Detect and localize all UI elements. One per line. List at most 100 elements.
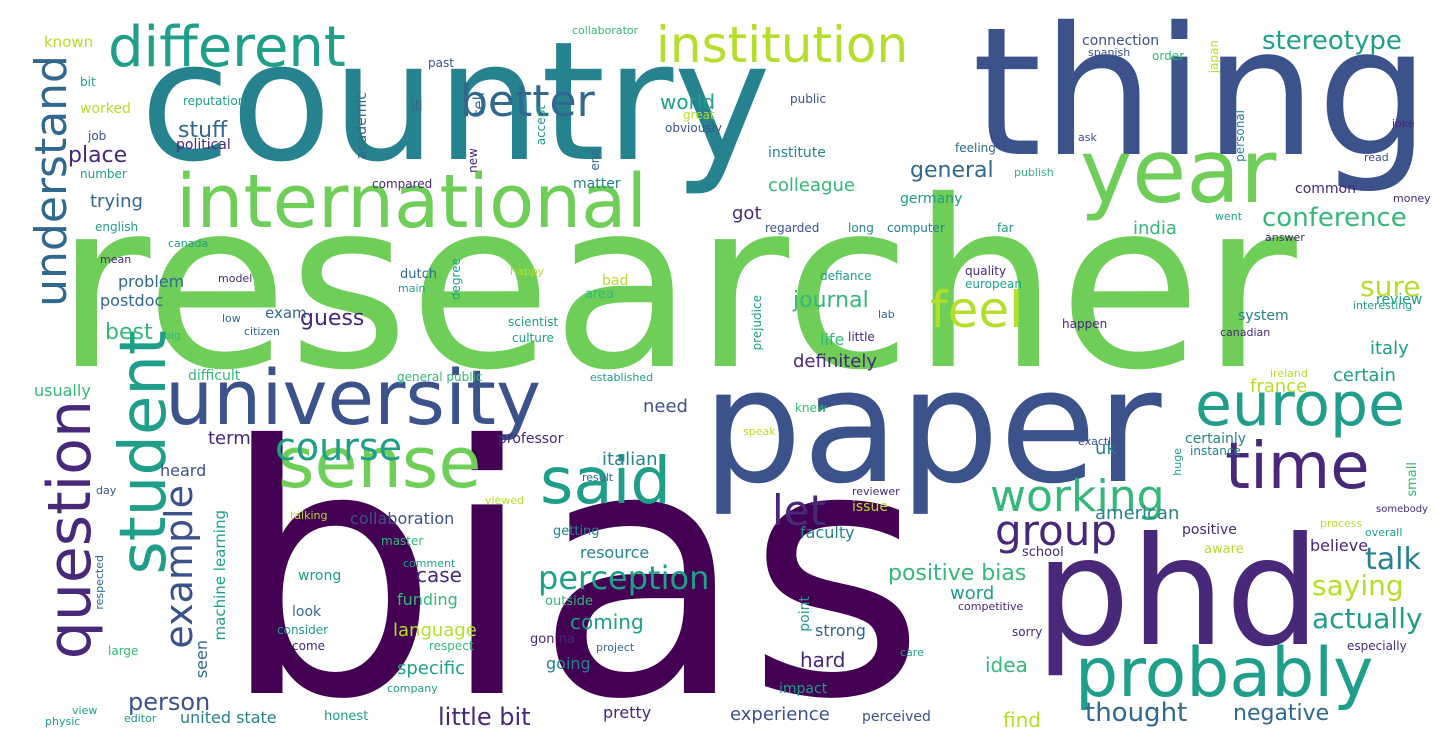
word-better: better xyxy=(460,76,595,127)
word-review: review xyxy=(1376,292,1423,308)
word-academic: academic xyxy=(354,92,370,160)
word-political: political xyxy=(176,137,231,153)
word-experience: experience xyxy=(730,704,830,725)
word-life: life xyxy=(820,330,845,349)
word-prejudice: prejudice xyxy=(750,295,764,351)
word-coming: coming xyxy=(570,610,644,634)
word-professor: professor xyxy=(498,431,564,447)
word-going: going xyxy=(546,654,591,673)
word-knew: knew xyxy=(795,401,827,415)
word-difficult: difficult xyxy=(188,368,241,384)
word-getting: getting xyxy=(553,524,600,539)
word-case: case xyxy=(416,563,462,587)
word-india: india xyxy=(1133,218,1177,239)
word-paper: paper xyxy=(702,335,1162,519)
word-american: american xyxy=(1095,503,1180,524)
word-wrong: wrong xyxy=(298,568,342,584)
word-established: established xyxy=(590,371,654,384)
word-ill: ill xyxy=(411,99,423,115)
word-trying: trying xyxy=(90,191,143,212)
word-guess: guess xyxy=(300,306,365,331)
word-huge: huge xyxy=(1171,448,1184,476)
word-school: school xyxy=(1022,545,1064,560)
word-big: big xyxy=(164,329,182,342)
word-bias: bias xyxy=(220,374,927,750)
word-master: master xyxy=(381,534,424,548)
word-impact: impact xyxy=(779,681,828,697)
word-machine-learning: machine learning xyxy=(211,510,229,641)
word-speak: speak xyxy=(743,425,776,438)
word-lab: lab xyxy=(878,308,895,321)
word-consider: consider xyxy=(277,623,329,637)
word-publish: publish xyxy=(1014,166,1054,179)
word-talk: talk xyxy=(1365,542,1421,577)
word-said: said xyxy=(540,445,671,519)
word-university: university xyxy=(165,353,541,442)
word-funding: funding xyxy=(397,590,458,609)
word-uk: uk xyxy=(1095,438,1117,459)
word-mean: mean xyxy=(100,253,132,266)
word-got: got xyxy=(732,203,762,224)
word-question: question xyxy=(35,400,105,660)
word-sorry: sorry xyxy=(1012,625,1043,639)
word-perceived: perceived xyxy=(862,709,931,725)
word-year: year xyxy=(1080,120,1277,223)
word-postdoc: postdoc xyxy=(100,291,164,310)
word-result: result xyxy=(582,471,614,484)
word-overall: overall xyxy=(1365,526,1403,539)
word-let: let xyxy=(772,486,826,535)
word-japan: japan xyxy=(1207,40,1221,74)
word-collaborator: collaborator xyxy=(572,24,639,37)
word-past: past xyxy=(428,56,454,70)
word-regarded: regarded xyxy=(765,221,820,235)
word-issue: issue xyxy=(852,499,888,515)
word-journal: journal xyxy=(793,288,869,313)
word-quality: quality xyxy=(965,264,1007,278)
word-money: money xyxy=(1393,192,1431,205)
word-canada: canada xyxy=(168,237,209,250)
word-term: term xyxy=(208,428,251,449)
word-actually: actually xyxy=(1312,602,1423,635)
word-probably: probably xyxy=(1075,634,1374,713)
word-heard: heard xyxy=(160,461,207,480)
word-exam: exam xyxy=(265,304,307,322)
word-come: come xyxy=(292,639,326,653)
word-respect: respect xyxy=(429,639,474,653)
word-end: end xyxy=(588,148,602,171)
word-area: area xyxy=(585,287,614,302)
word-physic: physic xyxy=(45,715,81,728)
word-gon-na: gon na xyxy=(530,632,575,647)
word-europe: europe xyxy=(1195,370,1405,440)
word-read: read xyxy=(1364,151,1389,164)
word-general: general xyxy=(910,158,994,183)
word-seen: seen xyxy=(192,640,211,679)
word-system: system xyxy=(1238,308,1289,324)
word-idea: idea xyxy=(985,653,1028,677)
word-little-bit: little bit xyxy=(438,703,531,731)
word-talking: talking xyxy=(290,509,328,522)
word-instance: instance xyxy=(1190,444,1241,458)
word-stereotype: stereotype xyxy=(1262,26,1402,56)
word-feel: feel xyxy=(930,281,1024,339)
word-long: long xyxy=(848,221,874,235)
word-need: need xyxy=(643,396,688,417)
word-respected: respected xyxy=(93,555,106,610)
word-problem: problem xyxy=(118,272,185,291)
word-italian: italian xyxy=(602,449,658,470)
word-interesting: interesting xyxy=(1353,299,1413,312)
word-outside: outside xyxy=(545,594,593,609)
word-obviously: obviously xyxy=(665,121,723,135)
word-institute: institute xyxy=(768,145,826,161)
word-example: example xyxy=(157,485,201,649)
word-pretty: pretty xyxy=(603,703,652,722)
word-bad: bad xyxy=(602,273,629,289)
word-far: far xyxy=(997,221,1014,235)
word-ask: ask xyxy=(1078,131,1097,144)
word-word: word xyxy=(950,583,995,604)
word-different: different xyxy=(108,15,346,80)
word-computer: computer xyxy=(887,221,945,235)
word-bit: bit xyxy=(80,75,96,89)
word-aware: aware xyxy=(1204,542,1244,557)
word-faculty: faculty xyxy=(800,523,855,542)
